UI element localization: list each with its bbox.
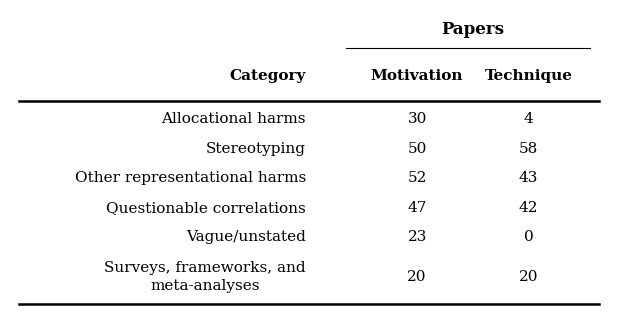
Text: 4: 4	[523, 112, 533, 126]
Text: Category: Category	[229, 69, 306, 83]
Text: Motivation: Motivation	[371, 69, 464, 83]
Text: Other representational harms: Other representational harms	[75, 171, 306, 185]
Text: Vague/unstated: Vague/unstated	[186, 230, 306, 244]
Text: 58: 58	[519, 142, 538, 156]
Text: 23: 23	[407, 230, 427, 244]
Text: 20: 20	[407, 270, 427, 284]
Text: Papers: Papers	[441, 21, 504, 39]
Text: 0: 0	[523, 230, 533, 244]
Text: 42: 42	[519, 201, 538, 215]
Text: Surveys, frameworks, and
meta-analyses: Surveys, frameworks, and meta-analyses	[104, 261, 306, 293]
Text: 52: 52	[407, 171, 427, 185]
Text: Allocational harms: Allocational harms	[161, 112, 306, 126]
Text: 30: 30	[407, 112, 427, 126]
Text: Questionable correlations: Questionable correlations	[106, 201, 306, 215]
Text: Stereotyping: Stereotyping	[206, 142, 306, 156]
Text: 43: 43	[519, 171, 538, 185]
Text: Technique: Technique	[485, 69, 572, 83]
Text: 47: 47	[407, 201, 427, 215]
Text: 50: 50	[407, 142, 427, 156]
Text: 20: 20	[519, 270, 538, 284]
